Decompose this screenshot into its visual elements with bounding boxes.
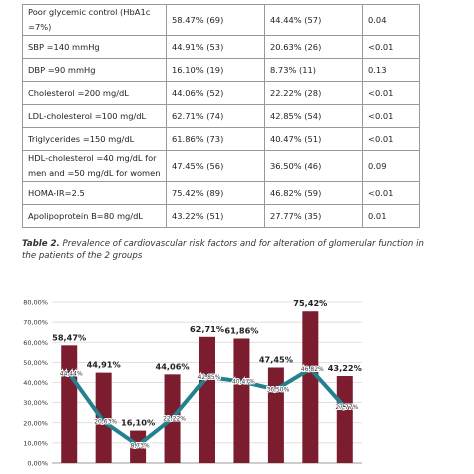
line-value-label: 46,82% xyxy=(301,366,324,373)
bar-value-label: 44,06% xyxy=(156,361,190,371)
bar-value-label: 16,10% xyxy=(121,418,155,428)
bar-value-label: 44,91% xyxy=(87,360,121,370)
table-cell: 22.22% (28) xyxy=(264,81,363,105)
table-cell: 0.13 xyxy=(362,58,420,82)
bar xyxy=(199,336,215,463)
table-row: LDL-cholesterol =100 mg/dL 62.71% (74) 42.… xyxy=(22,104,420,128)
table-row: HDL-cholesterol =40 mg/dL for men and =5… xyxy=(22,150,420,182)
table-cell: 0.09 xyxy=(362,150,420,182)
y-tick-label: 0,00% xyxy=(27,460,48,468)
table-row: Poor glycemic control (HbA1c =7%) 58.47% … xyxy=(22,4,420,36)
bar xyxy=(267,367,284,463)
table-row: HOMA-IR=2.5 75.42% (89) 46.82% (59) <0.01 xyxy=(22,181,420,205)
table-cell: 62.71% (74) xyxy=(166,104,265,128)
line-marker xyxy=(204,373,210,380)
y-tick-label: 40,00% xyxy=(23,379,48,387)
table-cell: 43.22% (51) xyxy=(166,204,265,228)
table-cell: HOMA-IR=2.5 xyxy=(22,181,167,205)
table-cell: 42.85% (54) xyxy=(264,104,363,128)
table-cell: Apolipoprotein B=80 mg/dL xyxy=(22,204,167,228)
line-value-label: 22,22% xyxy=(163,415,186,422)
table-cell: 75.42% (89) xyxy=(166,181,265,205)
table-cell: Cholesterol =200 mg/dL xyxy=(22,81,167,105)
table-cell: HDL-cholesterol =40 mg/dL for men and =5… xyxy=(22,150,167,182)
y-tick-label: 10,00% xyxy=(23,439,48,447)
y-tick-label: 70,00% xyxy=(23,319,48,327)
line-value-label: 27,77% xyxy=(335,404,358,411)
y-tick-label: 60,00% xyxy=(23,339,48,347)
bar xyxy=(302,311,319,463)
y-tick-label: 30,00% xyxy=(23,399,48,407)
bar xyxy=(336,376,353,463)
line-value-label: 20,63% xyxy=(94,418,117,425)
data-table: Poor glycemic control (HbA1c =7%) 58.47% … xyxy=(22,4,420,228)
table-cell: <0.01 xyxy=(362,35,420,59)
line-value-label: 44,44% xyxy=(60,371,83,378)
line-value-label: 8,73% xyxy=(131,442,150,449)
table-cell: 46.82% (59) xyxy=(264,181,363,205)
caption-label: Table 2. xyxy=(22,239,60,249)
bar-value-label: 62,71% xyxy=(190,324,224,334)
y-tick-label: 80,00% xyxy=(23,299,48,307)
caption-text: Prevalence of cardiovascular risk factor… xyxy=(22,239,424,261)
table-cell: 27.77% (35) xyxy=(264,204,363,228)
bar xyxy=(233,338,250,463)
line-value-label: 42,85% xyxy=(198,374,221,381)
bar-value-label: 47,45% xyxy=(259,355,293,365)
line-marker xyxy=(169,415,176,422)
table-cell: 0.01 xyxy=(362,204,420,228)
bar xyxy=(61,345,78,463)
table-row: DBP =90 mmHg 16.10% (19) 8.73% (11) 0.13 xyxy=(22,58,420,82)
bar xyxy=(95,372,112,463)
line-marker xyxy=(135,442,142,449)
table-row: Apolipoprotein B=80 mg/dL 43.22% (51) 27.7… xyxy=(22,204,420,228)
table-cell: DBP =90 mmHg xyxy=(22,58,167,82)
table-cell: 0.04 xyxy=(362,4,420,36)
line-marker xyxy=(238,378,245,385)
table-cell: 40.47% (51) xyxy=(264,127,363,151)
table-cell: Triglycerides =150 mg/dL xyxy=(22,127,167,151)
table-cell: SBP =140 mmHg xyxy=(22,35,167,59)
table-cell: LDL-cholesterol =100 mg/dL xyxy=(22,104,167,128)
bar-value-label: 75,42% xyxy=(293,298,327,308)
bar-value-label: 61,86% xyxy=(224,326,258,336)
bar-value-label: 58,47% xyxy=(52,332,86,342)
y-tick-label: 50,00% xyxy=(23,359,48,367)
line-value-label: 40,47% xyxy=(232,379,255,386)
table-caption: Table 2. Prevalence of cardiovascular ri… xyxy=(22,238,432,262)
table-cell: 47.45% (56) xyxy=(166,150,265,182)
line-value-label: 36,50% xyxy=(266,387,289,394)
line-marker xyxy=(341,404,348,411)
line-marker xyxy=(307,365,314,372)
table-cell: 16.10% (19) xyxy=(166,58,265,82)
table-row: Triglycerides =150 mg/dL 61.86% (73) 40.47… xyxy=(22,127,420,151)
bar-value-label: 43,22% xyxy=(328,363,362,373)
table-row: Cholesterol =200 mg/dL 44.06% (52) 22.22% … xyxy=(22,81,420,105)
line-marker xyxy=(66,370,73,377)
line-marker xyxy=(100,418,107,425)
y-tick-label: 20,00% xyxy=(23,419,48,427)
line-marker xyxy=(272,386,279,393)
